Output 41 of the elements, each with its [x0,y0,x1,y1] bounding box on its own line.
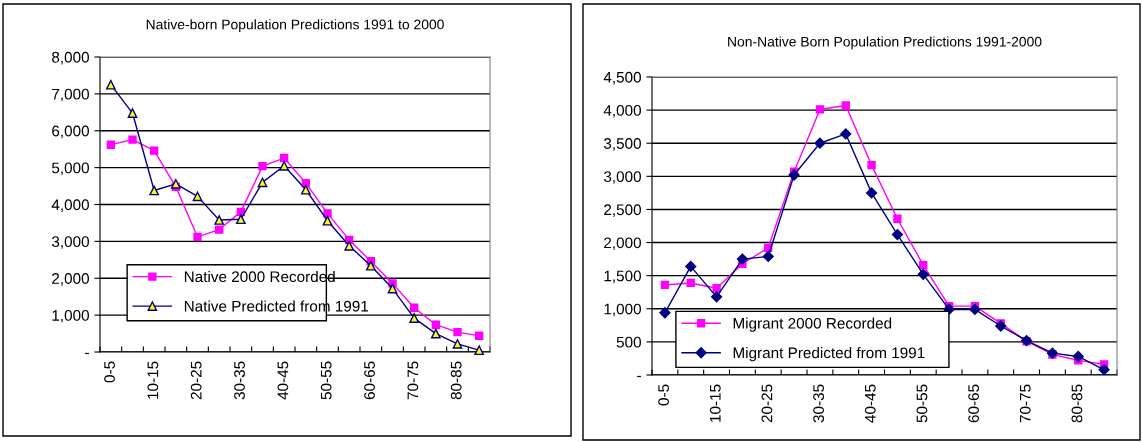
y-tick-label: 8,000 [52,51,89,65]
x-tick-label: 50-55 [916,384,928,423]
x-tick-label: 20-25 [761,384,773,423]
y-tick-label: - [637,375,641,378]
x-tick-label: 10-15 [709,384,721,422]
y-tick-label: 2,500 [604,204,641,217]
y-tick-label: 2,000 [52,273,89,286]
x-tick-label: 50-55 [320,361,332,400]
x-tick-label: 80-85 [450,361,462,400]
x-tick-label: 10-15 [147,361,159,399]
legend-label: Migrant Predicted from 1991 [733,347,925,362]
x-tick-label: 70-75 [1019,384,1031,423]
x-tick-label: 30-35 [234,361,245,400]
x-tick-label: 0-5 [104,361,115,383]
y-tick-label: 6,000 [52,125,89,139]
y-tick-label: 3,000 [51,236,89,249]
y-tick-label: 1,500 [604,270,641,284]
y-tick-label: 3,500 [603,138,641,151]
x-tick-label: 40-45 [864,384,876,423]
y-tick-label: 2,000 [604,237,641,251]
y-tick-label: 1,000 [604,303,641,317]
x-tick-label: 0-5 [658,384,670,406]
y-tick-label: 4,000 [51,199,89,212]
y-tick-label: 3,000 [603,171,641,184]
y-tick-label: 5,000 [51,162,89,176]
legend-label: Migrant 2000 Recorded [733,317,892,332]
y-tick-label: 1,000 [52,309,89,323]
y-tick-label: - [85,352,89,355]
y-tick-label: 500 [616,336,641,348]
x-tick-label: 60-65 [364,361,375,400]
x-tick-label: 40-45 [277,361,289,400]
y-tick-label: 4,000 [603,104,641,118]
x-tick-label: 70-75 [407,361,419,400]
x-tick-label: 80-85 [1071,384,1083,423]
chart-title: Native-born Population Predictions 1991 to 2000 [146,19,444,33]
y-tick-label: 4,500 [603,71,641,85]
chart-title: Non-Native Born Population Predictions 1991-2000 [728,36,1042,50]
y-tick-label: 7,000 [52,88,89,102]
x-tick-label: 60-65 [968,384,980,423]
x-tick-label: 30-35 [813,384,825,423]
x-tick-label: 20-25 [190,361,202,400]
